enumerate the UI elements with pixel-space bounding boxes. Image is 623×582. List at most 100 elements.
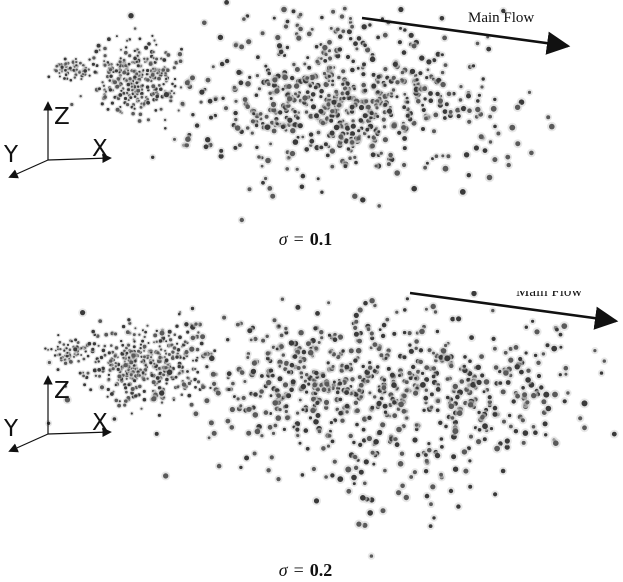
particle <box>106 395 109 398</box>
particle <box>321 373 326 378</box>
particle <box>359 395 363 399</box>
particle <box>151 155 155 159</box>
particle <box>115 35 118 38</box>
particle <box>64 62 68 65</box>
particle <box>270 373 275 378</box>
particle <box>471 291 477 297</box>
particle <box>58 340 62 344</box>
particle <box>371 72 376 77</box>
particle <box>302 95 308 101</box>
particle <box>360 495 366 501</box>
particle <box>136 64 140 68</box>
particle <box>221 96 225 101</box>
particle <box>130 85 133 88</box>
particle <box>397 40 402 45</box>
particle <box>177 52 183 57</box>
particle <box>466 377 471 382</box>
particle <box>405 416 409 420</box>
particle <box>452 383 458 390</box>
sigma-value: 0.2 <box>309 560 333 580</box>
particle <box>376 35 380 40</box>
particle <box>444 355 451 362</box>
particle <box>431 366 437 371</box>
particle <box>44 347 47 350</box>
particle <box>133 107 136 110</box>
particle <box>415 452 421 458</box>
particle <box>171 82 174 86</box>
particle <box>444 424 448 429</box>
particle <box>290 75 295 81</box>
particle <box>368 23 372 27</box>
particle <box>107 351 111 355</box>
particle <box>261 338 266 343</box>
particle <box>296 35 302 41</box>
particle <box>398 6 404 13</box>
particle <box>486 46 492 52</box>
particle <box>155 57 159 61</box>
particle <box>448 488 454 494</box>
particle <box>63 349 66 352</box>
particle <box>376 115 380 118</box>
panel-sigma-0-2: Main Flow Z X Y σ = 0.2 <box>0 291 623 582</box>
particle <box>536 360 541 365</box>
particle <box>373 395 377 399</box>
particle <box>247 328 253 334</box>
particle <box>191 113 195 117</box>
particle <box>367 510 374 516</box>
particle <box>475 41 480 46</box>
particle <box>277 324 281 328</box>
particle <box>126 82 131 87</box>
sigma-symbol: σ <box>278 229 288 249</box>
particle <box>534 329 540 335</box>
particle <box>296 116 300 120</box>
particle <box>350 24 354 29</box>
particle <box>121 343 125 347</box>
particle <box>233 110 238 116</box>
particle <box>405 297 409 301</box>
particle <box>452 428 459 435</box>
particle <box>54 69 58 73</box>
particle <box>164 358 169 363</box>
particle <box>381 117 386 122</box>
particle <box>157 413 161 417</box>
particle <box>323 399 330 405</box>
particle <box>375 106 379 110</box>
particle <box>109 359 113 363</box>
particle <box>138 37 142 41</box>
particle <box>304 110 309 114</box>
particle <box>272 16 276 20</box>
particle <box>77 359 80 363</box>
particle <box>429 502 433 507</box>
particle <box>233 145 238 150</box>
particle <box>356 136 361 141</box>
particle <box>363 88 368 93</box>
particle <box>174 375 178 379</box>
particle <box>349 37 353 41</box>
particle <box>345 125 351 131</box>
particle <box>298 26 303 32</box>
x-axis-label: X <box>92 410 108 436</box>
particle <box>370 143 375 149</box>
particle <box>294 92 297 96</box>
y-axis-line <box>8 159 49 179</box>
particle <box>155 340 158 343</box>
particle <box>158 345 161 348</box>
particle <box>234 125 241 131</box>
particle <box>396 426 402 433</box>
particle <box>98 319 103 323</box>
particle <box>269 455 274 460</box>
particle <box>429 405 434 409</box>
particle <box>432 351 435 355</box>
particle <box>476 379 482 385</box>
particle <box>397 461 404 467</box>
particle <box>147 342 150 344</box>
particle <box>75 60 78 64</box>
particle <box>380 333 386 339</box>
particle <box>129 96 133 99</box>
y-axis-label: Y <box>3 416 19 442</box>
particle <box>331 79 335 83</box>
particle <box>355 47 359 51</box>
particle <box>392 331 397 336</box>
particle <box>369 554 374 558</box>
particle <box>149 361 153 365</box>
